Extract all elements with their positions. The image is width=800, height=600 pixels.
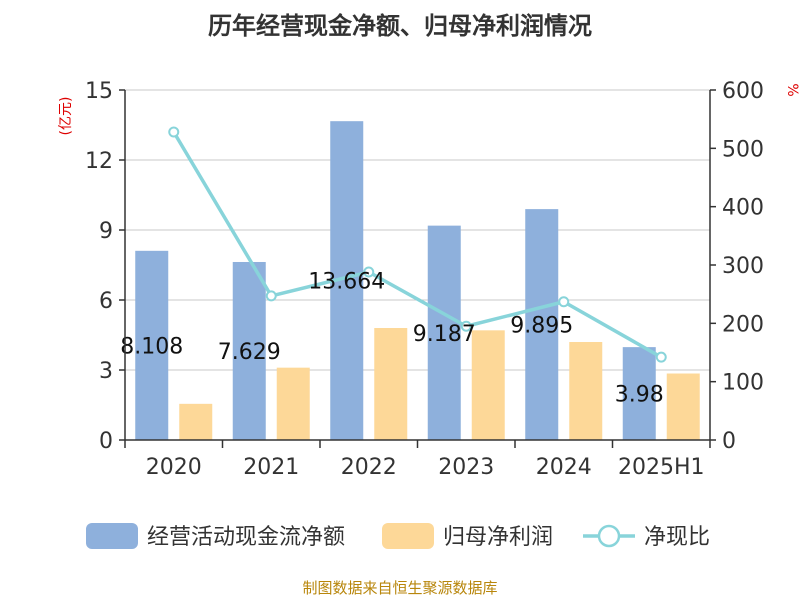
left-tick-label: 15 [85,79,113,104]
ratio-point [558,296,570,308]
source-note: 制图数据来自恒生聚源数据库 [302,579,497,597]
right-axis-unit: % [784,83,800,96]
x-tick-label: 2025H1 [618,455,705,480]
ratio-line [168,126,667,363]
bar-cashflow [622,347,656,440]
right-tick-label: 100 [722,371,764,396]
right-tick-label: 500 [722,137,764,162]
bar-cashflow [525,209,559,440]
left-tick-label: 12 [85,149,113,174]
cashflow-value-label: 8.108 [120,334,183,359]
bar-netprofit [569,342,603,440]
legend-swatch [382,523,434,549]
ratio-point [265,290,277,302]
bars [135,121,700,440]
x-axis-ticks: 2020 2021 2022 2023 2024 2025H1 [124,440,711,480]
left-tick-label: 3 [99,359,113,384]
ratio-point [363,266,375,278]
cashflow-value-label: 3.98 [615,383,664,408]
right-tick-label: 200 [722,312,764,337]
left-tick-label: 9 [99,219,113,244]
x-tick-label: 2020 [146,455,202,480]
right-axis-ticks: 0 100 200 300 400 500 600 [710,79,764,454]
cashflow-value-label: 9.187 [413,322,476,347]
bar-netprofit [374,328,408,440]
data-labels: 8.108 7.629 13.664 9.187 9.895 3.98 [120,270,663,408]
legend-swatch [86,523,138,549]
bar-netprofit [276,367,310,440]
ratio-line-path [172,131,663,359]
x-tick-label: 2024 [536,455,592,480]
bar-cashflow [232,261,266,440]
right-tick-label: 400 [722,196,764,221]
legend: 经营活动现金流净额 归母净利润 净现比 [86,523,710,550]
right-tick-label: 300 [722,254,764,279]
cashflow-value-label: 13.664 [308,270,385,295]
legend-label: 经营活动现金流净额 [147,525,345,550]
cashflow-value-label: 9.895 [510,314,573,339]
legend-label: 归母净利润 [443,525,553,550]
bar-netprofit [471,330,505,440]
chart-title: 历年经营现金净额、归母净利润情况 [208,12,592,40]
x-tick-label: 2023 [438,455,494,480]
bar-netprofit [179,403,213,440]
right-tick-label: 0 [722,429,736,454]
legend-swatch-marker [597,524,621,548]
bar-cashflow [135,250,169,440]
bar-cashflow [427,225,461,440]
x-tick-label: 2021 [243,455,299,480]
legend-label: 净现比 [644,525,710,550]
x-tick-label: 2022 [341,455,397,480]
left-axis-ticks: 0 3 6 9 12 15 [85,79,125,454]
bar-netprofit [666,373,700,440]
left-axis-unit: (亿元) [58,97,74,136]
ratio-point [655,351,667,363]
cashflow-value-label: 7.629 [218,340,281,365]
ratio-point [460,320,472,332]
ratio-point [168,126,180,138]
right-tick-label: 600 [722,79,764,104]
left-tick-label: 0 [99,429,113,454]
left-tick-label: 6 [99,289,113,314]
